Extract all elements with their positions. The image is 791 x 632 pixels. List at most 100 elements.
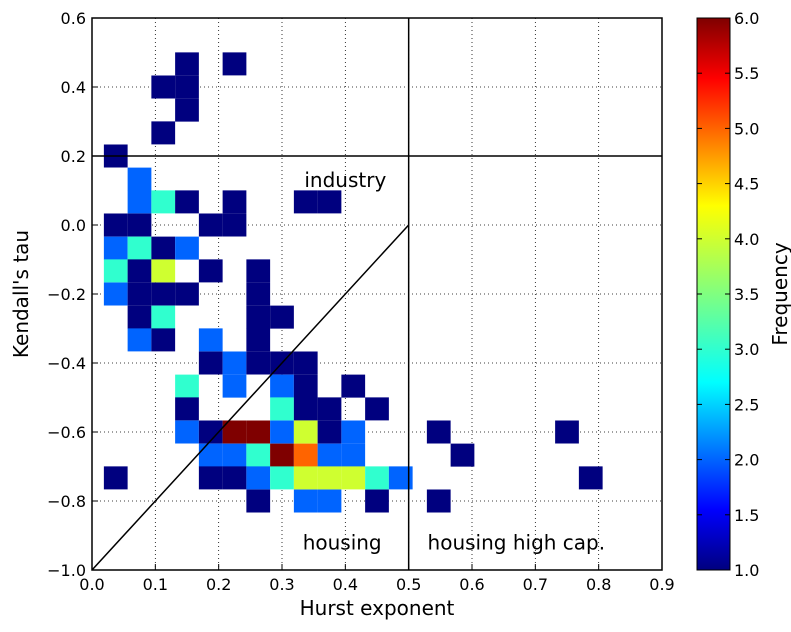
heatmap-cell bbox=[198, 443, 223, 467]
heatmap-cell bbox=[151, 236, 176, 260]
x-tick-label: 0.9 bbox=[649, 575, 674, 594]
heatmap-cell bbox=[341, 443, 366, 467]
heatmap-cell bbox=[293, 397, 318, 421]
heatmap-cell bbox=[341, 420, 366, 444]
annotation-label: housing high cap. bbox=[428, 530, 606, 554]
y-tick-label: 0.2 bbox=[61, 147, 86, 166]
y-tick-label: −0.4 bbox=[47, 354, 86, 373]
diagonal-reference-line bbox=[92, 224, 410, 570]
heatmap-cell bbox=[127, 236, 152, 260]
x-tick-label: 0.7 bbox=[523, 575, 548, 594]
x-axis-ticks: 0.0 0.1 0.2 0.3 0.4 0.5 0.6 0.7 0.8 0.9 bbox=[79, 564, 675, 594]
heatmap-cell bbox=[388, 466, 413, 490]
heatmap-cell bbox=[127, 305, 152, 329]
heatmap-cell bbox=[175, 52, 199, 76]
heatmap-cell bbox=[317, 420, 342, 444]
heatmap-cell bbox=[317, 466, 342, 490]
colorbar-tick-label: 4.5 bbox=[734, 175, 759, 194]
heatmap-cell bbox=[151, 328, 176, 352]
x-tick-label: 0.1 bbox=[143, 575, 168, 594]
heatmap-cell bbox=[426, 489, 451, 513]
y-tick-label: 0.0 bbox=[61, 216, 86, 235]
heatmap-cell bbox=[175, 236, 199, 260]
heatmap-cell bbox=[450, 443, 475, 467]
heatmap-cell bbox=[293, 489, 318, 513]
annotation-label: housing bbox=[303, 530, 382, 554]
heatmap-cell bbox=[341, 466, 366, 490]
heatmap-cell bbox=[103, 213, 128, 237]
heatmap-cell bbox=[127, 213, 152, 237]
heatmap-cell bbox=[198, 328, 223, 352]
heatmap-cell bbox=[365, 489, 389, 513]
heatmap-cell bbox=[222, 351, 247, 375]
heatmap-cell bbox=[151, 282, 176, 306]
heatmap-cell bbox=[222, 420, 247, 444]
heatmap-cell bbox=[198, 420, 223, 444]
heatmap-cell bbox=[198, 351, 223, 375]
colorbar-tick-label: 4.0 bbox=[734, 230, 759, 249]
heatmap-cell bbox=[270, 443, 294, 467]
colorbar-tick-label: 6.0 bbox=[734, 9, 759, 28]
heatmap-cell bbox=[293, 443, 318, 467]
heatmap-cell bbox=[151, 259, 176, 283]
x-axis-title: Hurst exponent bbox=[300, 596, 455, 620]
colorbar-tick-label: 5.5 bbox=[734, 64, 759, 83]
x-tick-label: 0.8 bbox=[586, 575, 611, 594]
colorbar-tick-label: 2.5 bbox=[734, 395, 759, 414]
heatmap-cell bbox=[293, 190, 318, 214]
heatmap-cell bbox=[270, 305, 294, 329]
heatmap-cell bbox=[175, 282, 199, 306]
heatmap-cell bbox=[246, 305, 271, 329]
heatmap-cell bbox=[222, 52, 247, 76]
heatmap-cell bbox=[127, 282, 152, 306]
heatmap-cell bbox=[270, 397, 294, 421]
annotations: industry housing housing high cap. bbox=[303, 168, 605, 554]
colorbar-ticks: 1.0 1.5 2.0 2.5 3.0 3.5 4.0 4.5 5.0 5.5 6.0 bbox=[697, 9, 759, 580]
x-tick-label: 0.5 bbox=[396, 575, 421, 594]
colorbar-title: Frequency bbox=[768, 242, 791, 345]
x-tick-label: 0.6 bbox=[459, 575, 484, 594]
y-axis-title: Kendall's tau bbox=[9, 230, 33, 358]
heatmap-cell bbox=[293, 466, 318, 490]
heatmap-cell bbox=[175, 420, 199, 444]
heatmap-cells bbox=[103, 52, 603, 513]
heatmap-cell bbox=[246, 259, 271, 283]
heatmap-cell bbox=[103, 236, 128, 260]
heatmap-cell bbox=[175, 374, 199, 398]
x-tick-label: 0.0 bbox=[79, 575, 104, 594]
heatmap-cell bbox=[365, 466, 389, 490]
colorbar-tick-label: 3.0 bbox=[734, 340, 759, 359]
heatmap-cell bbox=[317, 443, 342, 467]
heatmap-cell bbox=[317, 190, 342, 214]
heatmap-cell bbox=[246, 466, 271, 490]
heatmap-cell bbox=[270, 420, 294, 444]
heatmap-cell bbox=[127, 259, 152, 283]
heatmap-cell bbox=[293, 351, 318, 375]
heatmap-cell bbox=[246, 282, 271, 306]
y-tick-label: −0.6 bbox=[47, 423, 86, 442]
heatmap-cell bbox=[293, 374, 318, 398]
heatmap-cell bbox=[151, 121, 176, 145]
colorbar-tick-label: 5.0 bbox=[734, 119, 759, 138]
y-tick-label: 0.4 bbox=[61, 78, 86, 97]
heatmap-cell bbox=[317, 489, 342, 513]
y-tick-label: −0.8 bbox=[47, 492, 86, 511]
heatmap-cell bbox=[270, 374, 294, 398]
heatmap-cell bbox=[222, 466, 247, 490]
annotation-label: industry bbox=[304, 168, 386, 192]
y-tick-label: −1.0 bbox=[47, 561, 86, 580]
colorbar-tick-label: 1.5 bbox=[734, 506, 759, 525]
heatmap-cell bbox=[127, 190, 152, 214]
colorbar-tick-label: 1.0 bbox=[734, 561, 759, 580]
heatmap-cell bbox=[341, 374, 366, 398]
y-tick-label: −0.2 bbox=[47, 285, 86, 304]
heatmap-cell bbox=[270, 466, 294, 490]
heatmap-cell bbox=[103, 282, 128, 306]
heatmap-cell bbox=[222, 443, 247, 467]
reference-lines bbox=[92, 18, 662, 570]
heatmap-cell bbox=[151, 190, 176, 214]
heatmap-cell bbox=[246, 489, 271, 513]
heatmap-cell bbox=[127, 167, 152, 191]
